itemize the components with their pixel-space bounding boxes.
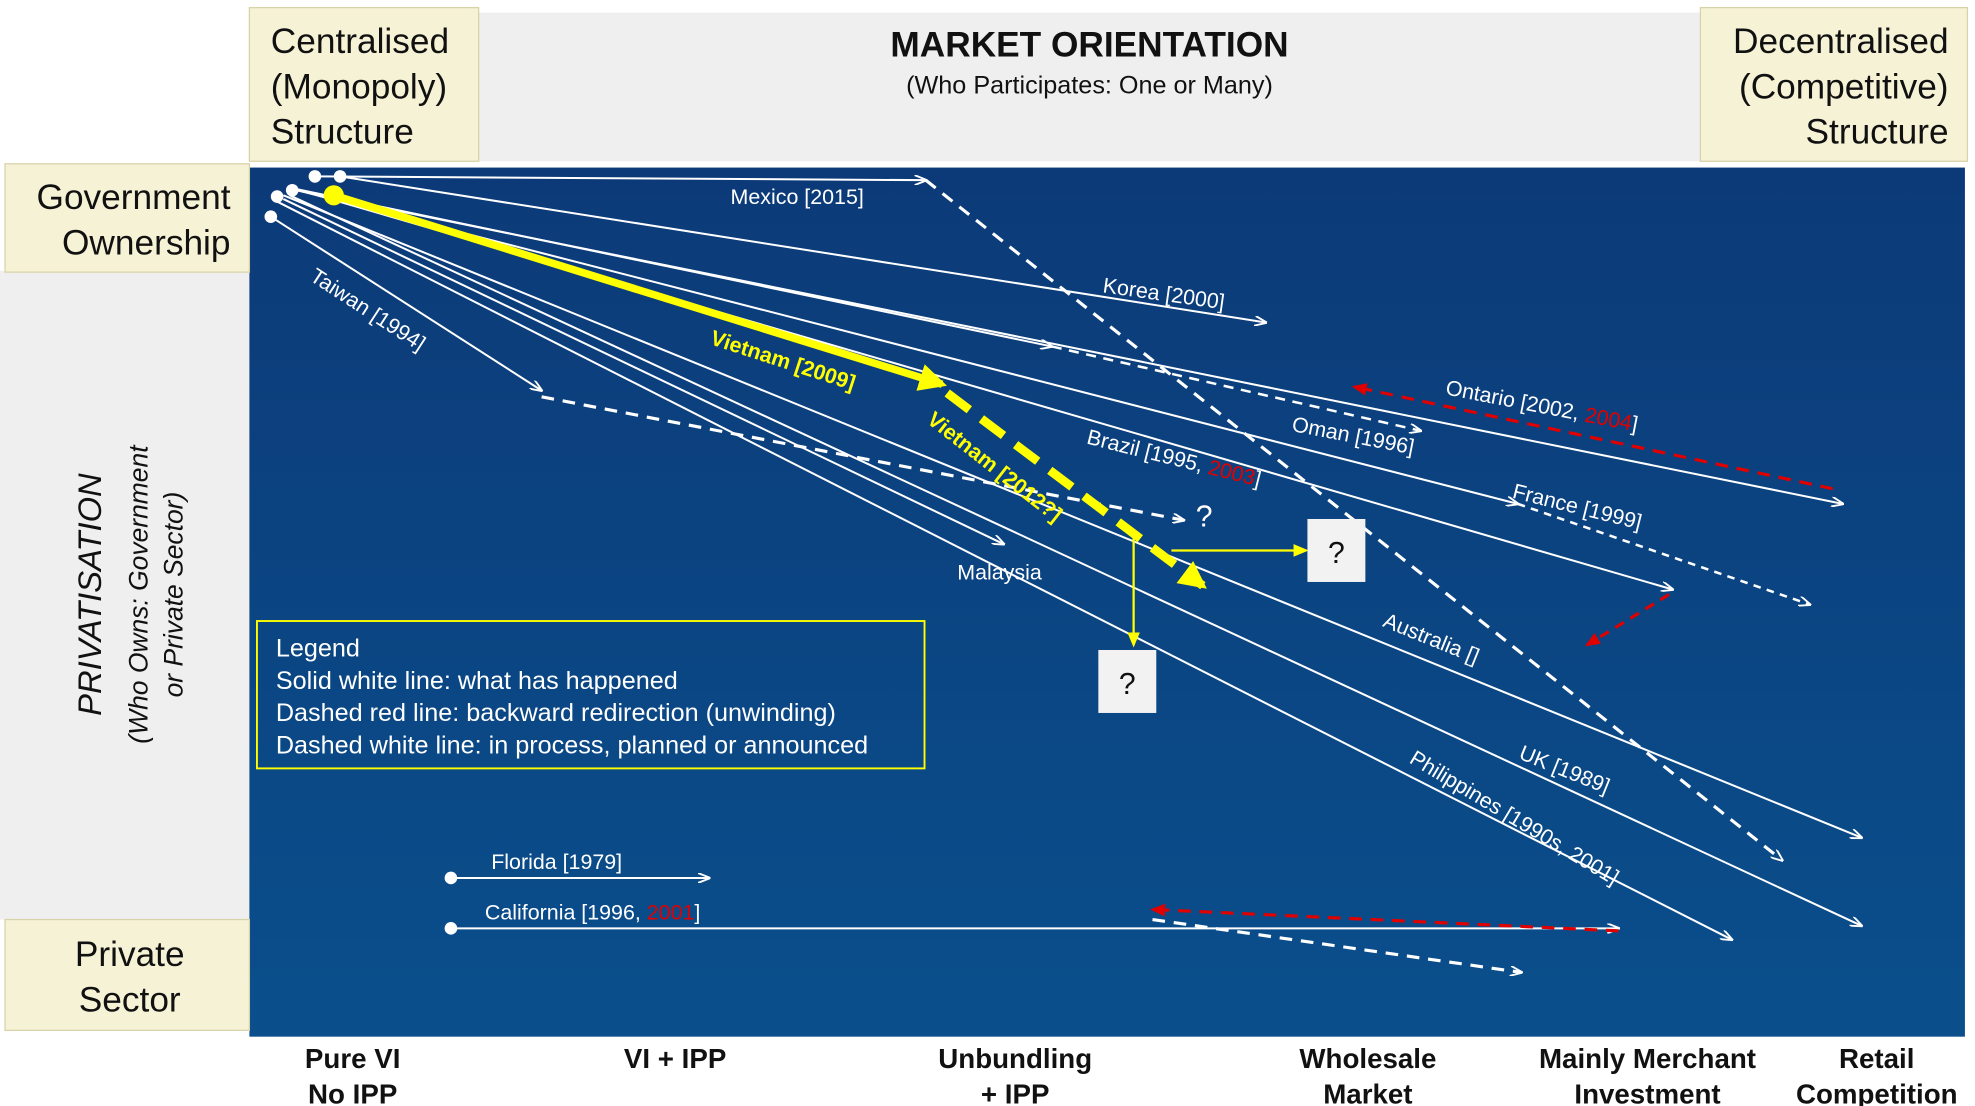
stage-label: Pure VI: [305, 1043, 400, 1074]
corner-box: [248, 6, 480, 162]
corner-label: Decentralised: [1733, 22, 1949, 61]
path-line: [270, 215, 542, 391]
question-mark: ?: [1328, 537, 1345, 570]
axis-title: PRIVATISATION: [71, 473, 108, 716]
legend-item: Dashed red line: backward redirection (u…: [276, 699, 836, 727]
side-label: Ownership: [62, 223, 231, 262]
label-part: 2001: [647, 901, 695, 925]
stage-label: Market: [1323, 1078, 1412, 1106]
question-box: [1098, 649, 1157, 713]
label-part: Malaysia: [957, 560, 1042, 584]
path-line: [302, 190, 1517, 504]
corner-label: (Competitive): [1739, 67, 1949, 106]
stage-label: Retail: [1839, 1043, 1914, 1074]
header-band: [478, 12, 1701, 162]
corner-box: [1699, 6, 1969, 162]
path-line: [282, 198, 1003, 544]
question-box: [1307, 518, 1366, 582]
path-line: [1351, 383, 1833, 491]
path-line: [944, 389, 1207, 590]
side-label: Government: [37, 178, 231, 217]
panel: [249, 167, 1965, 1037]
side-box: [4, 163, 251, 273]
path-line: [289, 194, 1862, 926]
path-line: [314, 176, 926, 180]
label-part: ]: [1630, 412, 1640, 437]
path-line: [332, 191, 947, 391]
corner-label: Structure: [1806, 113, 1949, 152]
corner-label: Centralised: [271, 22, 449, 61]
start-dot: [308, 170, 322, 183]
label-part: ]: [694, 901, 700, 925]
axis-subtitle: or Private Sector): [159, 492, 189, 698]
path-line: [1152, 917, 1522, 973]
label-part: Florida [1979]: [491, 850, 622, 874]
start-dot: [264, 210, 278, 223]
stage-label: No IPP: [308, 1078, 397, 1106]
path-line: [276, 200, 1732, 940]
start-dot: [323, 185, 344, 206]
label-part: Mexico [2015]: [731, 185, 864, 209]
label-part: ]: [1252, 467, 1264, 492]
stage-label: Mainly Merchant: [1539, 1043, 1756, 1074]
start-dot: [285, 183, 299, 197]
country-label: California [1996, 2001]: [485, 901, 700, 925]
path-line: [541, 395, 1184, 520]
side-label: Private: [75, 935, 185, 974]
side-label: Sector: [79, 980, 181, 1019]
country-label: Florida [1979]: [491, 850, 622, 874]
start-dot: [444, 871, 458, 885]
label-part: California [1996,: [485, 901, 647, 925]
question-mark: ?: [1196, 501, 1213, 534]
start-dot: [270, 190, 284, 203]
path-line: [339, 175, 1266, 322]
start-dot: [333, 170, 347, 183]
path-line: [283, 194, 1861, 837]
legend-item: Solid white line: what has happened: [276, 667, 678, 695]
stage-label: Wholesale: [1299, 1043, 1436, 1074]
path-line: [1584, 593, 1670, 647]
title: MARKET ORIENTATION: [890, 26, 1288, 65]
question-mark: ?: [1119, 668, 1136, 701]
stage-label: Investment: [1574, 1078, 1720, 1106]
subtitle: (Who Participates: One or Many): [906, 71, 1273, 99]
path-line: [295, 187, 1052, 346]
country-label: Malaysia: [957, 560, 1042, 584]
legend-box: [256, 620, 926, 770]
stage-label: Unbundling: [938, 1043, 1092, 1074]
path-line: [1149, 903, 1619, 933]
side-box: [4, 918, 251, 1032]
stage-label: VI + IPP: [624, 1043, 726, 1074]
corner-label: Structure: [271, 113, 414, 152]
start-dot: [444, 922, 458, 935]
country-label: Mexico [2015]: [731, 185, 864, 209]
stage-label: Competition: [1796, 1078, 1958, 1106]
path-line: [1517, 502, 1810, 605]
paths: [264, 170, 1862, 973]
stage-label: + IPP: [981, 1078, 1050, 1106]
corner-label: (Monopoly): [271, 67, 447, 106]
left-band: [0, 270, 250, 920]
axis-subtitle: (Who Owns: Government: [123, 444, 153, 744]
legend-title: Legend: [276, 634, 360, 662]
legend-item: Dashed white line: in process, planned o…: [276, 731, 868, 759]
